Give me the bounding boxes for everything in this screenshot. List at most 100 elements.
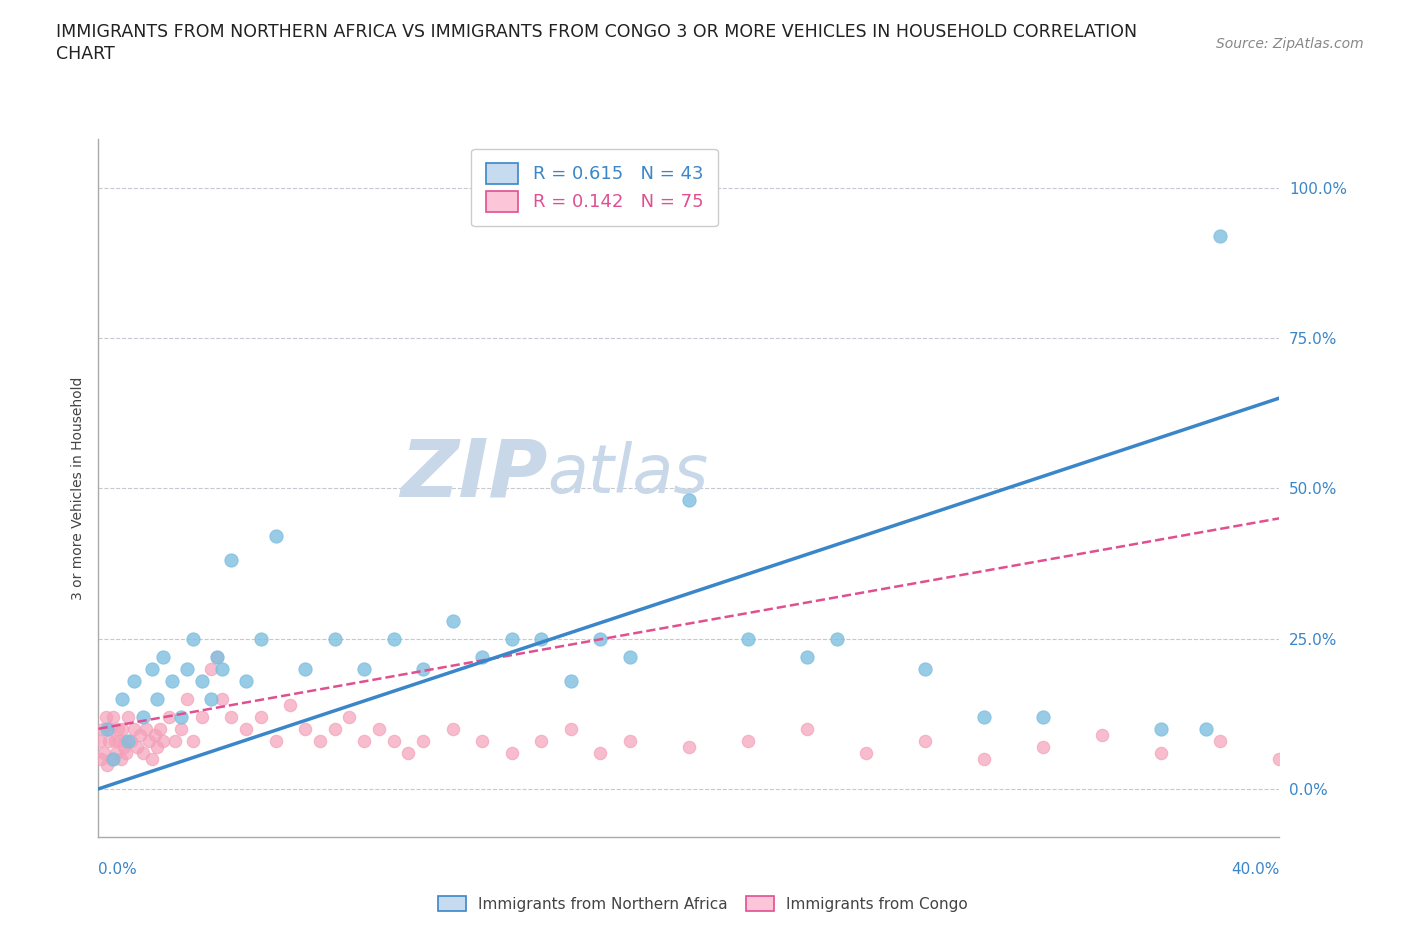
Point bbox=[1150, 745, 1173, 760]
Point bbox=[90, 751, 112, 766]
Point bbox=[396, 745, 419, 760]
Point bbox=[337, 710, 360, 724]
Point bbox=[973, 710, 995, 724]
Point bbox=[678, 739, 700, 754]
Point bbox=[141, 661, 163, 676]
Point bbox=[152, 649, 174, 664]
Point bbox=[219, 553, 243, 568]
Point bbox=[441, 613, 464, 628]
Point bbox=[825, 631, 848, 646]
Point bbox=[103, 751, 125, 766]
Point bbox=[146, 739, 169, 754]
Text: atlas: atlas bbox=[547, 442, 709, 507]
Legend: R = 0.615   N = 43, R = 0.142   N = 75: R = 0.615 N = 43, R = 0.142 N = 75 bbox=[471, 149, 717, 226]
Point bbox=[176, 661, 198, 676]
Text: 40.0%: 40.0% bbox=[1232, 862, 1279, 877]
Point bbox=[589, 631, 612, 646]
Point bbox=[170, 710, 193, 724]
Point bbox=[530, 734, 553, 749]
Point bbox=[111, 691, 134, 706]
Text: ZIP: ZIP bbox=[399, 435, 547, 513]
Point bbox=[560, 722, 582, 737]
Point bbox=[98, 722, 121, 737]
Point bbox=[973, 751, 995, 766]
Point bbox=[323, 722, 346, 737]
Point bbox=[530, 631, 553, 646]
Point bbox=[353, 661, 375, 676]
Point bbox=[914, 734, 936, 749]
Point bbox=[135, 722, 157, 737]
Point bbox=[205, 649, 228, 664]
Point bbox=[117, 710, 139, 724]
Point bbox=[132, 710, 155, 724]
Text: 0.0%: 0.0% bbox=[98, 862, 138, 877]
Point bbox=[1268, 751, 1291, 766]
Point bbox=[309, 734, 332, 749]
Point bbox=[100, 751, 122, 766]
Point bbox=[115, 745, 138, 760]
Point bbox=[103, 710, 125, 724]
Point bbox=[91, 722, 114, 737]
Point bbox=[412, 661, 434, 676]
Point bbox=[96, 722, 118, 737]
Point bbox=[235, 722, 257, 737]
Point bbox=[97, 734, 120, 749]
Point bbox=[165, 734, 187, 749]
Point bbox=[1386, 745, 1406, 760]
Text: IMMIGRANTS FROM NORTHERN AFRICA VS IMMIGRANTS FROM CONGO 3 OR MORE VEHICLES IN H: IMMIGRANTS FROM NORTHERN AFRICA VS IMMIG… bbox=[56, 23, 1137, 41]
Y-axis label: 3 or more Vehicles in Household: 3 or more Vehicles in Household bbox=[70, 377, 84, 600]
Text: Source: ZipAtlas.com: Source: ZipAtlas.com bbox=[1216, 37, 1364, 51]
Point bbox=[146, 691, 169, 706]
Point bbox=[264, 734, 287, 749]
Point bbox=[619, 649, 641, 664]
Point bbox=[111, 722, 134, 737]
Point bbox=[205, 649, 228, 664]
Point bbox=[1091, 727, 1114, 742]
Point bbox=[796, 722, 818, 737]
Point bbox=[122, 673, 145, 688]
Point bbox=[278, 698, 302, 712]
Point bbox=[353, 734, 375, 749]
Point bbox=[93, 745, 115, 760]
Point bbox=[138, 734, 160, 749]
Point bbox=[1195, 722, 1218, 737]
Point bbox=[157, 710, 180, 724]
Point bbox=[211, 661, 233, 676]
Point bbox=[737, 734, 759, 749]
Legend: Immigrants from Northern Africa, Immigrants from Congo: Immigrants from Northern Africa, Immigra… bbox=[432, 889, 974, 918]
Point bbox=[143, 727, 166, 742]
Point bbox=[211, 691, 233, 706]
Point bbox=[382, 631, 405, 646]
Point bbox=[104, 734, 127, 749]
Point bbox=[441, 722, 464, 737]
Point bbox=[120, 734, 142, 749]
Point bbox=[128, 727, 150, 742]
Point bbox=[294, 661, 316, 676]
Point bbox=[117, 734, 139, 749]
Point bbox=[412, 734, 434, 749]
Point bbox=[323, 631, 346, 646]
Point bbox=[368, 722, 391, 737]
Point bbox=[181, 734, 204, 749]
Point bbox=[235, 673, 257, 688]
Point bbox=[737, 631, 759, 646]
Point bbox=[162, 673, 183, 688]
Point bbox=[1032, 739, 1054, 754]
Point bbox=[200, 691, 222, 706]
Point bbox=[122, 722, 145, 737]
Point bbox=[619, 734, 641, 749]
Point bbox=[382, 734, 405, 749]
Point bbox=[678, 493, 700, 508]
Point bbox=[125, 739, 148, 754]
Point bbox=[200, 661, 222, 676]
Point bbox=[191, 673, 214, 688]
Point bbox=[107, 722, 129, 737]
Point bbox=[501, 745, 523, 760]
Point bbox=[152, 734, 174, 749]
Point bbox=[796, 649, 818, 664]
Point bbox=[560, 673, 582, 688]
Point bbox=[181, 631, 204, 646]
Point bbox=[1150, 722, 1173, 737]
Point bbox=[176, 691, 198, 706]
Point bbox=[110, 751, 132, 766]
